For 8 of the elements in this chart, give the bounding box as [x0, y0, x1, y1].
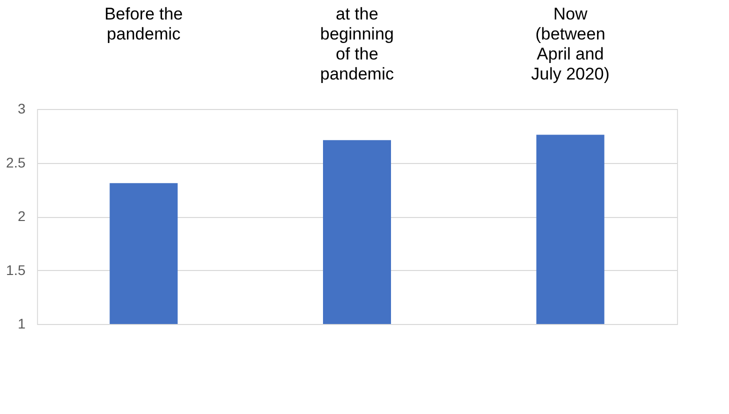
x-tick-label: Before the pandemic: [104, 4, 183, 44]
x-tick-label: Now (between April and July 2020): [531, 4, 610, 84]
y-tick-label: 1.5: [6, 262, 26, 278]
y-tick-label: 2: [18, 208, 26, 224]
y-tick-label: 1: [18, 316, 26, 332]
y-tick-label: 2.5: [6, 154, 26, 170]
y-tick-label: 3: [18, 100, 26, 116]
x-tick-label: at the beginning of the pandemic: [320, 4, 394, 84]
